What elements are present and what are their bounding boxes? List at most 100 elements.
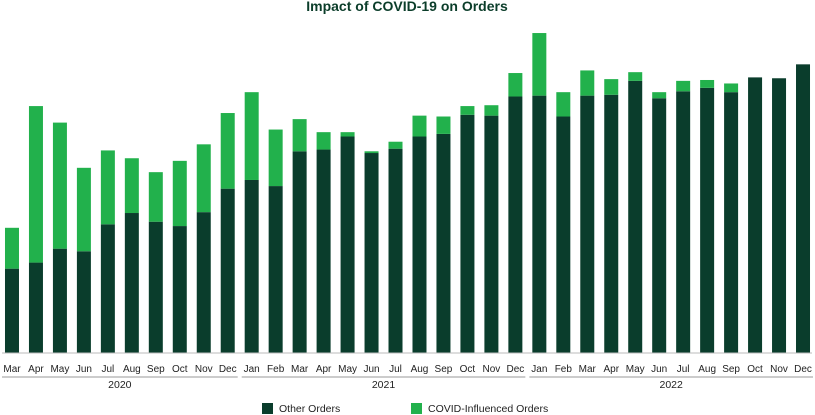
x-tick-label-5: Aug [123, 364, 141, 375]
x-tick-label-31: Oct [747, 364, 763, 375]
x-tick-label-17: Aug [411, 364, 429, 375]
bar-other-orders-23 [556, 116, 571, 353]
bar-other-orders-27 [652, 98, 667, 353]
x-tick-label-27: Jun [651, 364, 667, 375]
bar-covid-influenced-orders-8 [196, 144, 211, 213]
bar-other-orders-18 [436, 133, 451, 353]
x-tick-label-13: Apr [316, 364, 332, 375]
bar-covid-influenced-orders-25 [604, 79, 619, 95]
bar-other-orders-16 [388, 148, 403, 353]
bar-covid-influenced-orders-17 [412, 115, 427, 137]
bar-other-orders-25 [604, 94, 619, 354]
bar-covid-influenced-orders-4 [100, 150, 115, 225]
bar-covid-influenced-orders-15 [364, 151, 379, 154]
chart-title: Impact of COVID-19 on Orders [306, 0, 508, 14]
bar-other-orders-20 [484, 115, 499, 353]
bar-covid-influenced-orders-14 [340, 132, 355, 137]
bar-other-orders-9 [220, 188, 235, 353]
year-label-2020: 2020 [108, 379, 132, 391]
bar-other-orders-21 [508, 96, 523, 353]
bar-other-orders-33 [796, 64, 811, 353]
bar-covid-influenced-orders-27 [652, 92, 667, 99]
x-tick-label-16: Jul [389, 364, 402, 375]
bar-other-orders-24 [580, 95, 595, 353]
bar-other-orders-15 [364, 153, 379, 353]
bar-other-orders-13 [316, 149, 331, 353]
bar-covid-influenced-orders-26 [628, 72, 643, 81]
x-tick-label-18: Sep [435, 364, 453, 375]
bar-other-orders-4 [100, 224, 115, 353]
bar-other-orders-19 [460, 114, 475, 354]
x-tick-label-1: Apr [28, 364, 44, 375]
x-tick-label-15: Jun [363, 364, 379, 375]
bar-covid-influenced-orders-11 [268, 129, 283, 187]
bar-other-orders-29 [700, 87, 715, 353]
x-tick-label-14: May [338, 364, 357, 375]
x-tick-label-22: Jan [531, 364, 547, 375]
x-tick-label-32: Nov [770, 364, 788, 375]
bar-other-orders-26 [628, 80, 643, 354]
bar-other-orders-31 [748, 77, 763, 353]
x-tick-label-33: Dec [794, 364, 812, 375]
x-tick-label-26: May [626, 364, 645, 375]
bar-covid-influenced-orders-19 [460, 106, 475, 115]
bar-covid-influenced-orders-23 [556, 92, 571, 117]
bar-covid-influenced-orders-16 [388, 141, 403, 149]
bar-covid-influenced-orders-6 [148, 172, 163, 222]
bar-covid-influenced-orders-12 [292, 119, 307, 152]
bar-other-orders-10 [244, 179, 259, 353]
x-tick-label-21: Dec [506, 364, 524, 375]
bar-covid-influenced-orders-24 [580, 70, 595, 96]
bar-covid-influenced-orders-20 [484, 105, 499, 116]
bar-covid-influenced-orders-10 [244, 92, 259, 180]
x-tick-label-9: Dec [219, 364, 237, 375]
bar-other-orders-6 [148, 221, 163, 353]
x-tick-label-28: Jul [677, 364, 690, 375]
bar-other-orders-28 [676, 91, 691, 354]
x-tick-label-20: Nov [483, 364, 501, 375]
bar-covid-influenced-orders-30 [724, 83, 739, 93]
bar-other-orders-7 [172, 226, 187, 353]
x-tick-label-25: Apr [603, 364, 619, 375]
bar-covid-influenced-orders-13 [316, 132, 331, 150]
bar-covid-influenced-orders-5 [124, 158, 139, 214]
x-tick-label-4: Jul [101, 364, 114, 375]
bar-other-orders-30 [724, 92, 739, 354]
x-tick-label-12: Mar [291, 364, 309, 375]
x-tick-label-10: Jan [244, 364, 260, 375]
bar-other-orders-14 [340, 136, 355, 353]
bar-other-orders-11 [268, 186, 283, 353]
bar-covid-influenced-orders-1 [28, 106, 43, 263]
bar-covid-influenced-orders-18 [436, 116, 451, 134]
legend-label-other-orders: Other Orders [279, 403, 340, 415]
legend-swatch-other-orders [262, 403, 273, 414]
x-tick-label-11: Feb [267, 364, 285, 375]
x-tick-label-3: Jun [76, 364, 92, 375]
year-groups: 2020 2021 2022 [2, 376, 813, 391]
bars-group [4, 33, 811, 354]
bar-other-orders-22 [532, 95, 547, 353]
bar-other-orders-5 [124, 213, 139, 353]
x-tick-label-2: May [50, 364, 69, 375]
bar-other-orders-0 [4, 268, 19, 353]
bar-other-orders-12 [292, 151, 307, 353]
bar-other-orders-3 [76, 251, 91, 353]
bar-covid-influenced-orders-21 [508, 73, 523, 97]
x-tick-label-23: Feb [555, 364, 573, 375]
x-tick-label-29: Aug [698, 364, 716, 375]
year-label-2021: 2021 [372, 379, 396, 391]
x-tick-label-19: Oct [460, 364, 476, 375]
x-tick-label-24: Mar [579, 364, 597, 375]
bar-covid-influenced-orders-9 [220, 113, 235, 189]
bar-other-orders-1 [28, 262, 43, 353]
bar-covid-influenced-orders-3 [76, 167, 91, 252]
x-tick-label-7: Oct [172, 364, 188, 375]
x-tick-label-8: Nov [195, 364, 213, 375]
bar-covid-influenced-orders-0 [4, 227, 19, 269]
bar-covid-influenced-orders-29 [700, 79, 715, 88]
legend-label-covid-influenced-orders: COVID-Influenced Orders [428, 403, 548, 415]
x-tick-labels: Mar Apr May Jun Jul Aug Sep Oct Nov Dec Jan Feb Mar A… [3, 364, 812, 375]
bar-covid-influenced-orders-28 [676, 80, 691, 92]
bar-other-orders-17 [412, 136, 427, 353]
bar-covid-influenced-orders-22 [532, 33, 547, 96]
